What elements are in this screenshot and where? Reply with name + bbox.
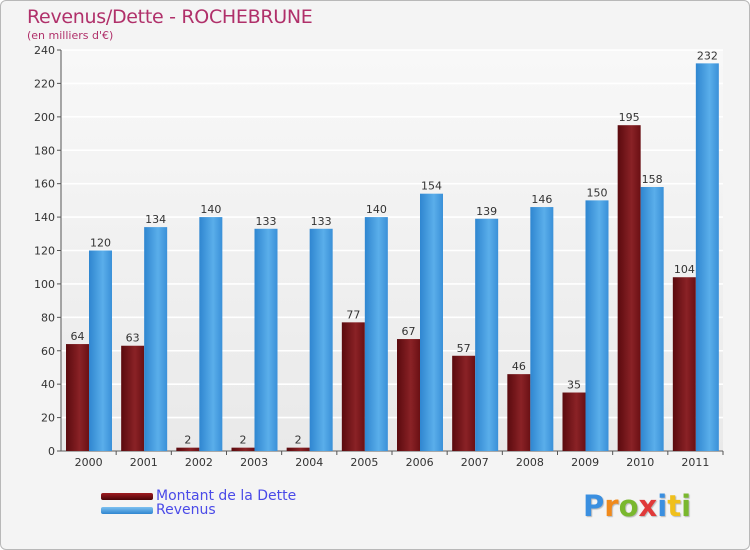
data-label-dette: 67: [402, 325, 416, 338]
chart-subtitle: (en milliers d'€): [27, 29, 114, 42]
data-label-dette: 64: [71, 330, 85, 343]
proxiti-logo: Proxiti: [583, 489, 691, 523]
data-label-revenus: 232: [697, 49, 718, 62]
data-label-revenus: 140: [366, 203, 387, 216]
bar-revenus: [364, 217, 388, 451]
data-label-revenus: 150: [587, 186, 608, 199]
x-tick-label: 2005: [350, 456, 378, 469]
data-label-revenus: 158: [642, 173, 663, 186]
data-label-dette: 77: [346, 308, 360, 321]
x-tick-label: 2002: [185, 456, 213, 469]
bar-dette: [562, 392, 586, 451]
bar-dette: [617, 125, 641, 451]
x-tick-label: 2006: [406, 456, 434, 469]
data-label-dette: 35: [567, 379, 581, 392]
bar-dette: [121, 345, 145, 451]
data-label-revenus: 140: [200, 203, 221, 216]
logo-letter: i: [657, 489, 668, 523]
data-label-dette: 46: [512, 360, 526, 373]
x-tick-label: 2001: [130, 456, 158, 469]
bar-dette: [672, 277, 696, 451]
x-tick-label: 2010: [626, 456, 654, 469]
bar-dette: [507, 374, 531, 451]
x-tick-label: 2004: [295, 456, 323, 469]
data-label-dette: 2: [295, 434, 302, 447]
bar-revenus: [254, 228, 278, 451]
y-tick-label: 40: [41, 378, 55, 391]
bar-dette: [286, 447, 310, 451]
data-label-revenus: 139: [476, 205, 497, 218]
data-label-dette: 2: [184, 434, 191, 447]
x-tick-label: 2008: [516, 456, 544, 469]
y-tick-label: 160: [34, 178, 55, 191]
x-tick-label: 2000: [75, 456, 103, 469]
y-tick-label: 180: [34, 144, 55, 157]
logo-letter: i: [681, 489, 692, 523]
bar-revenus: [420, 193, 443, 452]
logo-letter: t: [667, 489, 682, 523]
y-tick-label: 140: [34, 211, 55, 224]
logo-letter: P: [583, 489, 605, 523]
bar-revenus: [530, 207, 554, 451]
bar-revenus: [309, 228, 333, 451]
y-tick-label: 0: [48, 445, 55, 458]
bar-revenus: [695, 63, 719, 451]
y-tick-label: 240: [34, 44, 55, 57]
x-tick-label: 2009: [571, 456, 599, 469]
bar-revenus: [475, 218, 499, 451]
legend-swatch-revenus: [101, 506, 153, 514]
x-tick-label: 2003: [240, 456, 268, 469]
bar-revenus: [585, 200, 609, 451]
bar-dette: [66, 344, 89, 451]
bar-dette: [452, 355, 476, 451]
y-tick-label: 120: [34, 245, 55, 258]
data-label-revenus: 154: [421, 180, 442, 193]
logo-letter: r: [604, 489, 619, 523]
y-tick-label: 60: [41, 345, 55, 358]
legend-item-dette: Montant de la Dette: [101, 488, 296, 504]
bar-dette: [176, 447, 200, 451]
data-label-revenus: 120: [90, 237, 111, 250]
legend-item-revenus: Revenus: [101, 502, 216, 518]
data-label-dette: 63: [126, 332, 140, 345]
bar-dette: [341, 322, 365, 451]
logo-letter: x: [638, 489, 658, 523]
chart-title: Revenus/Dette - ROCHEBRUNE: [27, 6, 313, 28]
bar-revenus: [199, 217, 223, 451]
x-tick-label: 2007: [461, 456, 489, 469]
data-label-revenus: 133: [311, 215, 332, 228]
bar-revenus: [640, 187, 664, 451]
data-label-dette: 195: [619, 111, 640, 124]
legend-label-revenus: Revenus: [156, 502, 216, 518]
legend-swatch-dette: [101, 492, 153, 500]
data-label-dette: 57: [457, 342, 471, 355]
data-label-revenus: 133: [256, 215, 277, 228]
data-label-dette: 2: [240, 434, 247, 447]
data-label-revenus: 146: [531, 193, 552, 206]
y-tick-label: 80: [41, 311, 55, 324]
bar-dette: [397, 339, 420, 451]
x-tick-label: 2011: [681, 456, 709, 469]
y-tick-label: 200: [34, 111, 55, 124]
bar-revenus: [144, 227, 168, 451]
bar-dette: [231, 447, 255, 451]
y-tick-label: 220: [34, 77, 55, 90]
bar-revenus: [89, 250, 112, 451]
data-label-revenus: 134: [145, 213, 166, 226]
y-tick-label: 20: [41, 412, 55, 425]
data-label-dette: 104: [674, 263, 695, 276]
legend-label-dette: Montant de la Dette: [156, 488, 297, 504]
y-tick-label: 100: [34, 278, 55, 291]
logo-letter: o: [618, 489, 639, 523]
